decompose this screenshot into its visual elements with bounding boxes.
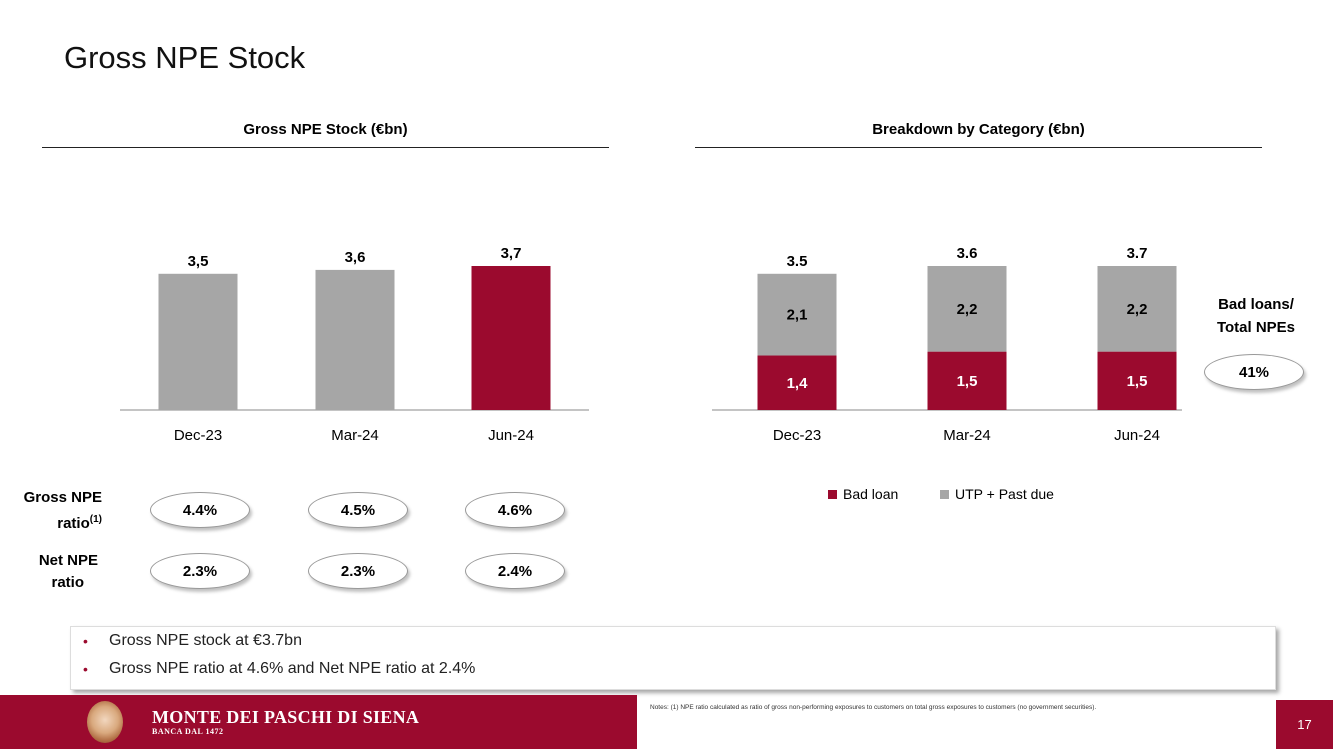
legend-label-bad-loan: Bad loan [843, 486, 899, 502]
total-value-label-dec-23: 3.5 [787, 253, 808, 270]
net-npe-ratio-dec-23: 2.3% [150, 553, 250, 589]
net-npe-ratio-label: Net NPE ratio [0, 550, 98, 594]
gross-npe-ratio-label: Gross NPE ratio(1) [0, 487, 102, 535]
bar-value-label-mar-24: 3,6 [345, 249, 366, 266]
segment-value-label-utp-past-due-dec-23: 2,1 [787, 307, 808, 324]
gross-npe-ratio-label-text: ratio [57, 515, 90, 532]
x-tick-label-mar-24: Mar-24 [943, 427, 991, 444]
stacked-bar-bad-loan-mar-24 [927, 351, 1007, 410]
bar-value-label-jun-24: 3,7 [501, 245, 522, 262]
net-npe-ratio-jun-24: 2.4% [465, 553, 565, 589]
footnote-text: Notes: (1) NPE ratio calculated as ratio… [650, 704, 1097, 711]
legend-utp-past-due: UTP + Past due [940, 486, 1054, 502]
net-npe-ratio-label-line1: Net NPE [38, 552, 98, 569]
net-npe-ratio-mar-24: 2.3% [308, 553, 408, 589]
x-tick-label-jun-24: Jun-24 [1114, 427, 1160, 444]
bar-mar-24 [315, 269, 395, 410]
stacked-bar-utp-past-due-mar-24 [927, 266, 1007, 352]
takeaway-text-2: Gross NPE ratio at 4.6% and Net NPE rati… [109, 660, 476, 677]
gross-npe-stock-chart: 3,5 Dec-23 3,6 Mar-24 3,7 Jun-24 [120, 245, 589, 444]
bar-jun-24 [471, 266, 551, 410]
legend-swatch-bad-loan [828, 489, 837, 499]
x-tick-label-mar-24: Mar-24 [331, 427, 379, 444]
legend-swatch-utp-past-due [940, 489, 949, 499]
breakdown-by-category-chart: 1,4 2,1 3.5 Dec-23 1,5 2,2 3.6 Mar-24 1,5 2,2 3.7 J… [712, 245, 1182, 444]
footnote-marker: (1) [89, 514, 102, 525]
segment-value-label-bad-loan-dec-23: 1,4 [787, 375, 809, 392]
bad-loans-ratio-label-line2: Total NPEs [1216, 319, 1296, 336]
bar-dec-23 [158, 273, 238, 410]
stacked-bar-bad-loan-jun-24 [1097, 351, 1177, 410]
bank-logo-icon [87, 701, 123, 743]
segment-value-label-utp-past-due-mar-24: 2,2 [957, 301, 978, 318]
page-number: 17 [1276, 700, 1333, 749]
total-value-label-jun-24: 3.7 [1127, 245, 1148, 262]
stacked-bar-bad-loan-dec-23 [757, 355, 837, 410]
left-title-divider [42, 147, 609, 148]
bullet-dot-icon: • [83, 633, 88, 649]
gross-npe-ratio-dec-23: 4.4% [150, 492, 250, 528]
bar-value-label-dec-23: 3,5 [188, 253, 209, 270]
takeaway-bullet-1: • Gross NPE stock at €3.7bn [71, 627, 1275, 655]
x-tick-label-dec-23: Dec-23 [773, 427, 821, 444]
legend-bad-loan: Bad loan [828, 486, 898, 502]
brand-tagline: BANCA DAL 1472 [152, 727, 224, 736]
x-tick-label-dec-23: Dec-23 [174, 427, 222, 444]
right-title-divider [695, 147, 1262, 148]
stacked-bar-utp-past-due-jun-24 [1097, 266, 1177, 352]
gross-npe-ratio-jun-24: 4.6% [465, 492, 565, 528]
gross-npe-ratio-label-line1: Gross NPE [23, 489, 102, 506]
x-tick-label-jun-24: Jun-24 [488, 427, 534, 444]
stacked-bar-utp-past-due-dec-23 [757, 273, 837, 356]
segment-value-label-utp-past-due-jun-24: 2,2 [1127, 301, 1148, 318]
key-takeaways-box: • Gross NPE stock at €3.7bn • Gross NPE ra… [70, 626, 1276, 690]
right-chart-title: Breakdown by Category (€bn) [872, 121, 1085, 138]
takeaway-bullet-2: • Gross NPE ratio at 4.6% and Net NPE rat… [71, 655, 1275, 683]
page-title: Gross NPE Stock [64, 40, 306, 75]
bad-loans-ratio-label: Bad loans/ Total NPEs [1196, 293, 1316, 339]
takeaway-text-1: Gross NPE stock at €3.7bn [109, 632, 302, 649]
gross-npe-ratio-mar-24: 4.5% [308, 492, 408, 528]
left-chart-title: Gross NPE Stock (€bn) [243, 121, 408, 138]
bad-loans-ratio-value: 41% [1204, 354, 1304, 390]
segment-value-label-bad-loan-mar-24: 1,5 [957, 373, 978, 390]
gross-npe-ratio-label-line2: ratio(1) [0, 509, 102, 535]
bullet-dot-icon: • [83, 661, 88, 677]
total-value-label-mar-24: 3.6 [957, 245, 978, 262]
bad-loans-ratio-label-line1: Bad loans/ [1218, 296, 1294, 313]
segment-value-label-bad-loan-jun-24: 1,5 [1127, 373, 1148, 390]
legend-label-utp-past-due: UTP + Past due [955, 486, 1054, 502]
brand-name: MONTE DEI PASCHI DI SIENA [152, 707, 420, 727]
net-npe-ratio-label-line2: ratio [51, 574, 84, 591]
